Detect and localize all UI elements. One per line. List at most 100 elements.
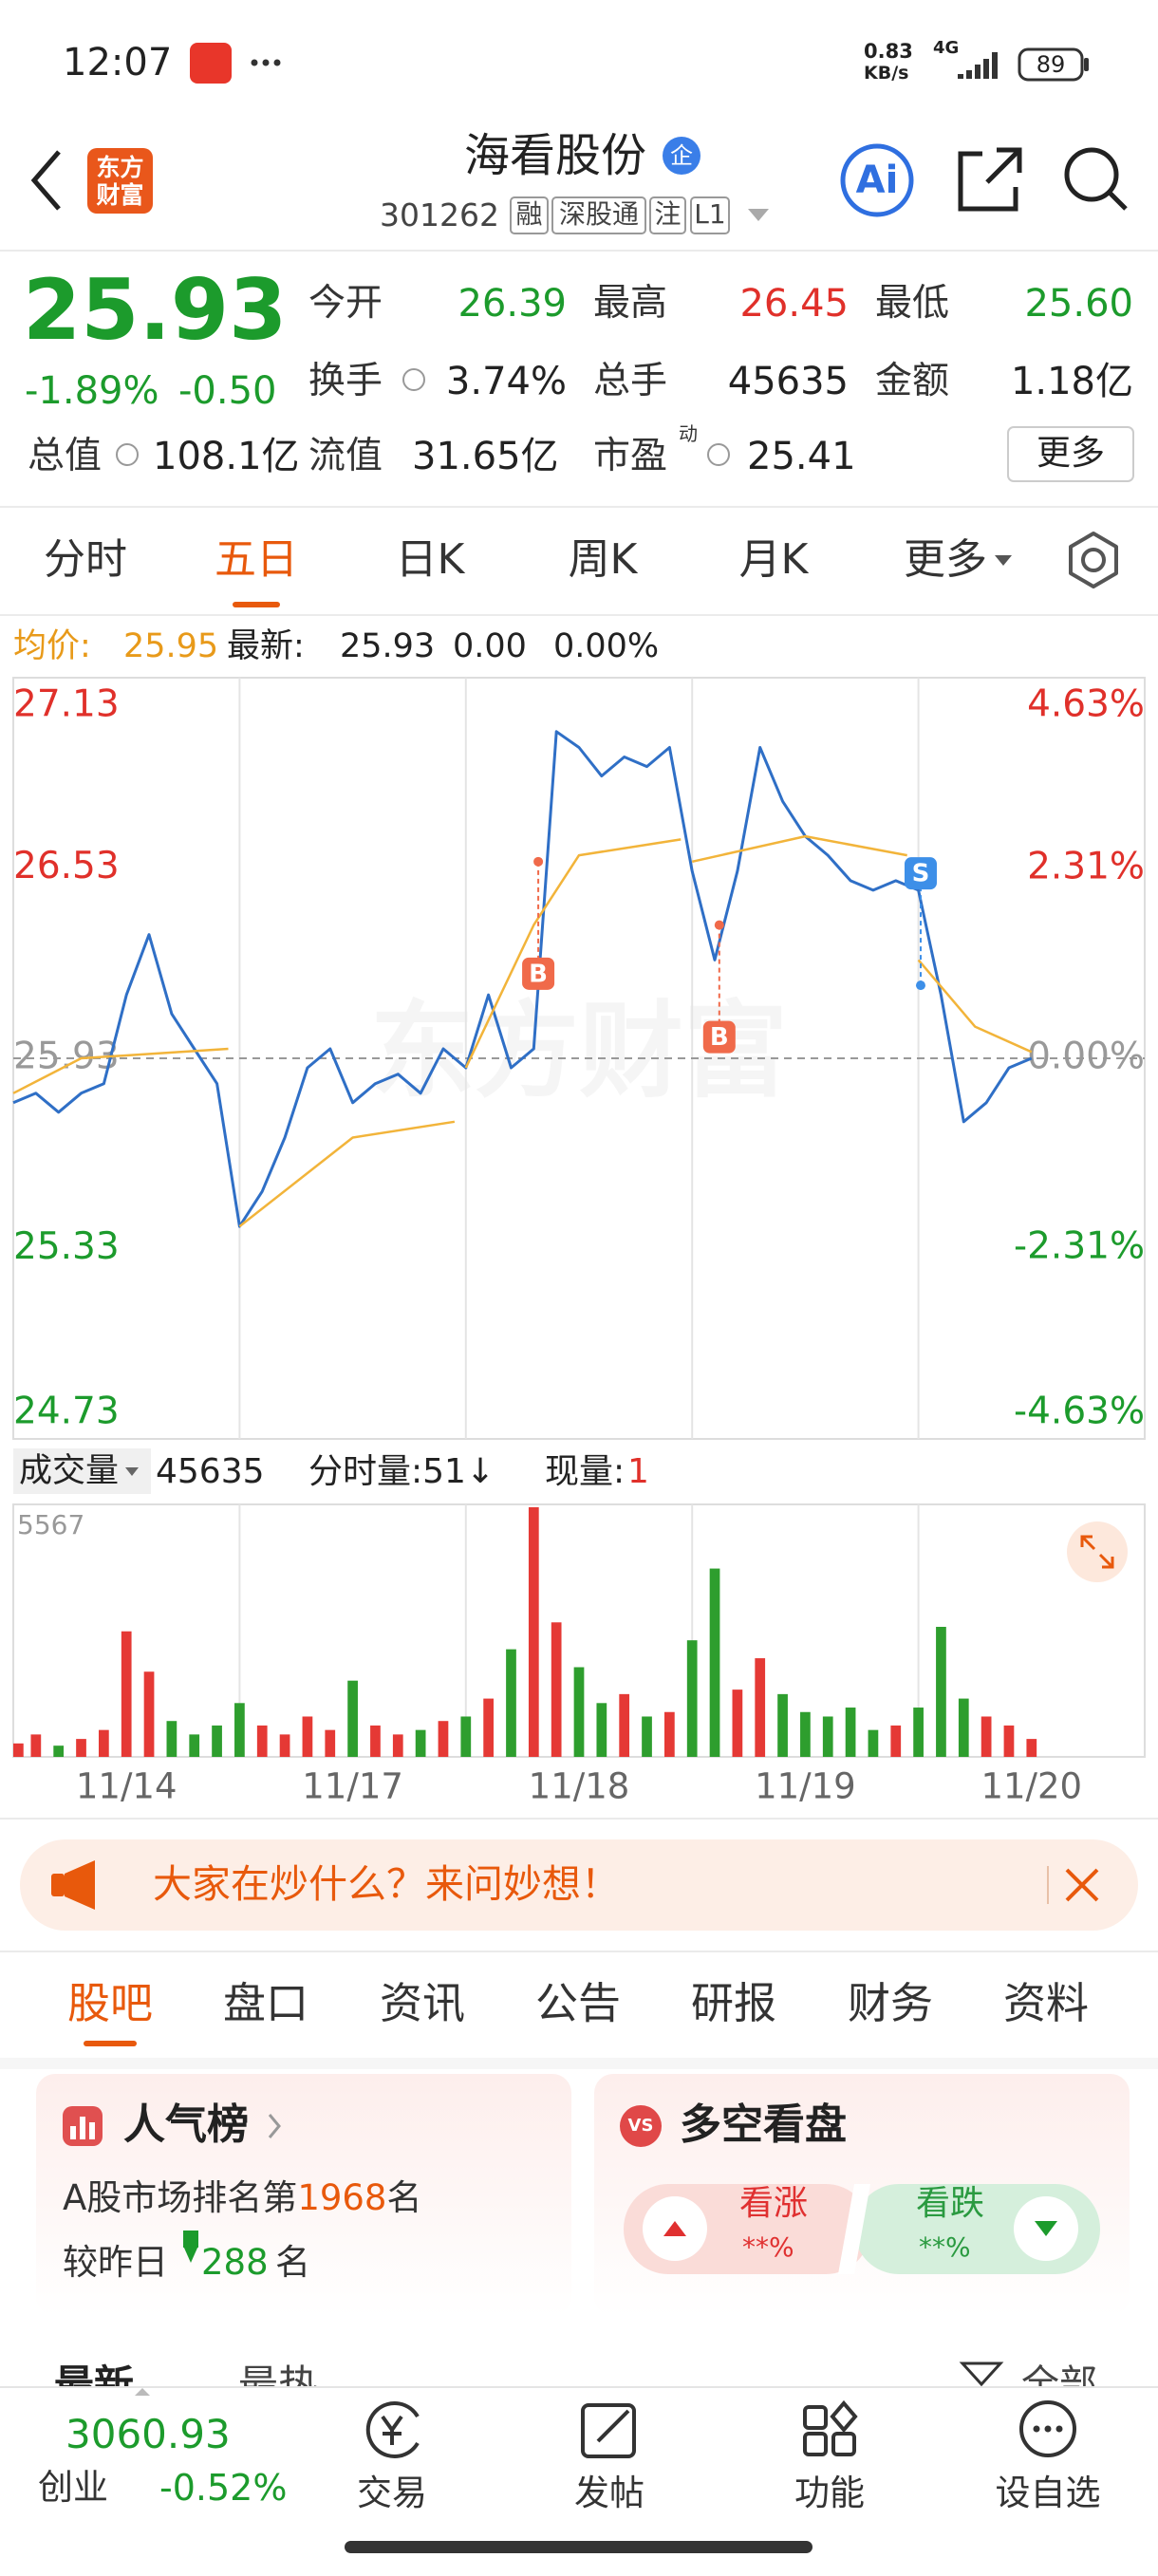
avg-value: 25.95 — [123, 627, 219, 665]
function-icon[interactable] — [803, 2399, 858, 2456]
stat-sup: 动 — [679, 422, 698, 445]
net-speed: 0.83 — [864, 40, 913, 63]
tag: 融 — [515, 198, 543, 230]
volume-bar — [619, 1693, 630, 1757]
share-icon[interactable] — [958, 147, 1022, 212]
stat-label: 最高 — [593, 282, 668, 325]
post-icon[interactable] — [581, 2403, 636, 2458]
section-tab[interactable]: 股吧 — [66, 1978, 153, 2028]
y2-tick-label: 2.31% — [1027, 845, 1145, 887]
avg-label: 均价: — [13, 627, 91, 665]
nav-item[interactable]: 设自选 — [995, 2473, 1101, 2513]
banner-text[interactable]: 大家在炒什么？来问妙想！ — [153, 1861, 620, 1907]
card-title[interactable]: 多空看盘 — [680, 2100, 847, 2149]
marker-point — [915, 980, 925, 991]
volume-bar — [76, 1739, 86, 1757]
dropdown-icon[interactable] — [995, 555, 1012, 566]
volume-bar — [822, 1716, 833, 1757]
tag: 注 — [654, 198, 682, 230]
search-icon[interactable] — [1064, 147, 1128, 211]
bear-pct: **% — [919, 2231, 971, 2263]
settings-icon[interactable] — [1069, 532, 1118, 588]
nav-item[interactable]: 发帖 — [574, 2473, 644, 2513]
y-tick-label: 26.53 — [13, 845, 120, 887]
close-icon[interactable] — [1065, 1868, 1099, 1902]
rank-icon-bars — [70, 2117, 95, 2139]
section-tab[interactable]: 公告 — [534, 1978, 621, 2028]
volume-bar — [30, 1734, 42, 1757]
tab[interactable]: 周K — [568, 535, 638, 584]
volume-bar — [596, 1703, 607, 1757]
tab[interactable]: 分时 — [44, 535, 127, 584]
y2-tick-label: 0.00% — [1027, 1036, 1145, 1078]
marker-badge — [702, 1020, 736, 1054]
y2-tick-label: -2.31% — [1014, 1225, 1145, 1268]
nav-icons — [135, 2388, 1076, 2553]
volume-bar — [755, 1658, 766, 1757]
rank-prefix: A股市场排名第 — [63, 2177, 298, 2218]
divider — [0, 250, 1158, 252]
index-value[interactable]: 3060.93 — [65, 2411, 231, 2457]
section-tab[interactable]: 财务 — [847, 1978, 933, 2028]
card-title[interactable]: 人气榜 — [123, 2100, 249, 2149]
banner-bg[interactable] — [20, 1839, 1138, 1931]
volume-bar — [936, 1626, 946, 1757]
network: 4G — [933, 38, 960, 58]
y2-tick-label: -4.63% — [1014, 1391, 1145, 1433]
back-icon[interactable] — [30, 150, 61, 211]
marker-label: B — [710, 1023, 729, 1052]
stat-label: 今开 — [308, 282, 383, 325]
volume-bar — [663, 1711, 675, 1757]
logo-text: 东方 — [96, 154, 144, 181]
tab[interactable]: 更多 — [904, 535, 987, 584]
card[interactable] — [36, 2074, 571, 2316]
nav-item[interactable]: 交易 — [357, 2473, 427, 2513]
nav-item[interactable]: 功能 — [794, 2473, 865, 2513]
battery — [1018, 47, 1084, 82]
volume-bar — [53, 1745, 65, 1757]
volume-y-tick-label: 5567 — [17, 1509, 84, 1540]
tab[interactable]: 日K — [395, 535, 465, 584]
bull-pct: **% — [742, 2231, 794, 2263]
volume-selector-box[interactable] — [13, 1448, 151, 1494]
bear-label[interactable]: 看跌 — [916, 2184, 985, 2223]
ai-text[interactable]: Ai — [855, 159, 899, 202]
bull-label[interactable]: 看涨 — [739, 2184, 809, 2223]
tab[interactable]: 月K — [738, 535, 809, 584]
dropdown-icon[interactable] — [748, 209, 769, 221]
volume-bar — [325, 1729, 336, 1757]
y-tick-label: 25.33 — [13, 1225, 120, 1268]
divider — [0, 2058, 1158, 2069]
index-change[interactable]: -0.52% — [159, 2467, 288, 2509]
section-tab[interactable]: 资讯 — [379, 1978, 465, 2028]
stat-label: 总手 — [593, 360, 668, 402]
volume-bar — [642, 1716, 652, 1757]
volume-bar — [777, 1693, 788, 1757]
more-button[interactable] — [1007, 426, 1134, 482]
section-tab[interactable]: 盘口 — [222, 1978, 308, 2028]
tag: 深股通 — [558, 198, 639, 230]
trade-icon[interactable] — [365, 2401, 420, 2458]
watchlist-icon[interactable] — [1019, 2400, 1076, 2457]
change: -0.50 — [178, 369, 277, 413]
rank-change: 288 — [201, 2242, 269, 2283]
ai-icon[interactable] — [840, 143, 914, 217]
section-tab[interactable]: 研报 — [690, 1978, 776, 2028]
more-button-text[interactable]: 更多 — [1036, 434, 1105, 473]
stat-value: 31.65亿 — [412, 435, 559, 478]
stock-name: 海看股份 — [463, 129, 646, 182]
index-name[interactable]: 创业 — [38, 2467, 108, 2508]
volume-selector[interactable]: 成交量 — [19, 1452, 120, 1490]
tab[interactable]: 五日 — [215, 535, 298, 584]
latest-change: 0.00 — [453, 627, 527, 665]
volume-bar — [98, 1729, 109, 1757]
marker-point — [533, 856, 544, 867]
net-unit: KB/s — [864, 63, 909, 84]
section-tab[interactable]: 资料 — [1002, 1978, 1089, 2028]
marker-badge — [522, 957, 555, 990]
avg-line — [12, 834, 1033, 1228]
divider — [0, 506, 1158, 508]
dropdown-icon[interactable] — [125, 1467, 139, 1476]
